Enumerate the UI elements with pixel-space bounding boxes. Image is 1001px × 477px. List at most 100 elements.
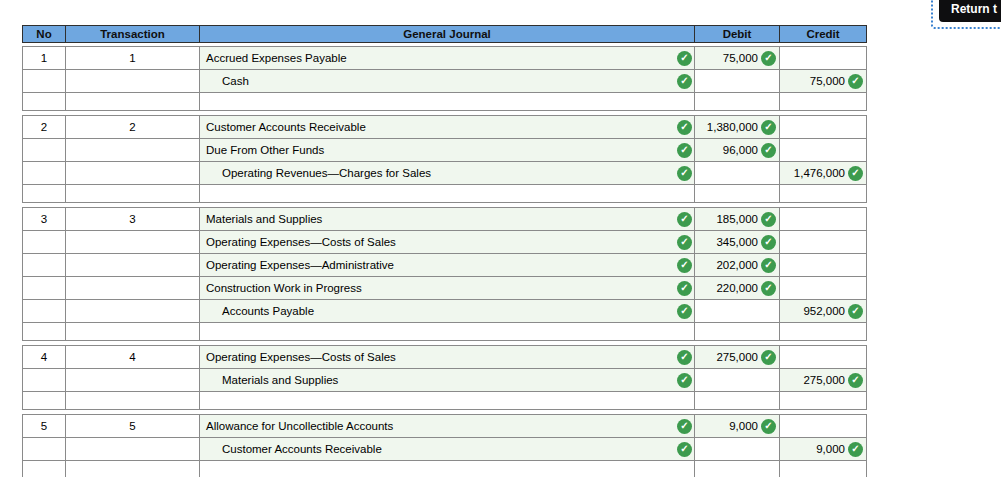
credit-cell — [780, 346, 866, 369]
debit-cell — [695, 438, 780, 461]
check-icon: ✓ — [677, 281, 692, 296]
amount-value: 9,000 — [816, 443, 845, 455]
transaction-cell — [66, 93, 200, 110]
journal-entry-group: 44Operating Expenses—Costs of Sales✓275,… — [22, 345, 867, 410]
no-cell — [23, 93, 66, 110]
amount-value: 275,000 — [803, 374, 845, 386]
no-cell — [23, 438, 66, 461]
spacer-row — [23, 93, 866, 110]
transaction-cell — [66, 185, 200, 202]
journal-row: Operating Expenses—Administrative✓202,00… — [23, 254, 866, 277]
account-cell: Operating Expenses—Administrative✓ — [200, 254, 695, 277]
check-icon: ✓ — [761, 120, 776, 135]
account-cell: Customer Accounts Receivable✓ — [200, 438, 695, 461]
amount-value: 1,380,000 — [707, 121, 758, 133]
amount-value: 345,000 — [716, 236, 758, 248]
debit-cell — [695, 93, 780, 110]
check-icon: ✓ — [761, 419, 776, 434]
spacer-row — [23, 461, 866, 477]
debit-cell — [695, 392, 780, 409]
no-cell — [23, 185, 66, 202]
check-icon: ✓ — [677, 120, 692, 135]
journal-entry-group: 22Customer Accounts Receivable✓1,380,000… — [22, 115, 867, 203]
transaction-cell: 5 — [66, 415, 200, 438]
transaction-cell — [66, 300, 200, 323]
account-cell: Operating Expenses—Costs of Sales ✓ — [200, 346, 695, 369]
journal-row: 22Customer Accounts Receivable✓1,380,000… — [23, 116, 866, 139]
amount-value: 220,000 — [716, 282, 758, 294]
check-icon: ✓ — [677, 258, 692, 273]
check-icon: ✓ — [848, 74, 863, 89]
account-name: Operating Expenses—Costs of Sales — [206, 351, 396, 363]
amount-value: 9,000 — [729, 420, 758, 432]
page: Return t No Transaction General Journal … — [0, 0, 1001, 477]
credit-cell: 1,476,000✓ — [780, 162, 866, 185]
transaction-cell: 1 — [66, 47, 200, 70]
transaction-cell — [66, 461, 200, 477]
account-name: Accounts Payable — [222, 305, 314, 317]
transaction-cell — [66, 70, 200, 93]
check-icon: ✓ — [677, 51, 692, 66]
account-name: Operating Revenues—Charges for Sales — [222, 167, 431, 179]
transaction-cell: 3 — [66, 208, 200, 231]
amount-value: 75,000 — [723, 52, 758, 64]
account-cell — [200, 461, 695, 477]
debit-cell: 75,000✓ — [695, 47, 780, 70]
transaction-cell — [66, 254, 200, 277]
no-cell — [23, 70, 66, 93]
check-icon: ✓ — [761, 212, 776, 227]
credit-cell — [780, 208, 866, 231]
account-cell: Due From Other Funds✓ — [200, 139, 695, 162]
spacer-row — [23, 323, 866, 340]
journal-row: 55Allowance for Uncollectible Accounts✓9… — [23, 415, 866, 438]
journal-entry-group: 33Materials and Supplies✓185,000✓Operati… — [22, 207, 867, 341]
no-cell — [23, 323, 66, 340]
account-name: Cash — [222, 75, 249, 87]
debit-cell — [695, 300, 780, 323]
debit-cell — [695, 162, 780, 185]
no-cell — [23, 139, 66, 162]
account-cell: Accrued Expenses Payable✓ — [200, 47, 695, 70]
journal-row: 11Accrued Expenses Payable✓75,000✓ — [23, 47, 866, 70]
journal-row: Customer Accounts Receivable✓ 9,000✓ — [23, 438, 866, 461]
check-icon: ✓ — [677, 350, 692, 365]
account-cell — [200, 323, 695, 340]
no-cell — [23, 162, 66, 185]
account-name: Materials and Supplies — [222, 374, 338, 386]
account-cell: Materials and Supplies✓ — [200, 208, 695, 231]
column-header-transaction: Transaction — [66, 26, 200, 42]
check-icon: ✓ — [848, 442, 863, 457]
transaction-cell — [66, 323, 200, 340]
credit-cell — [780, 185, 866, 202]
no-cell — [23, 231, 66, 254]
account-cell — [200, 93, 695, 110]
debit-cell: 220,000✓ — [695, 277, 780, 300]
credit-cell: 275,000✓ — [780, 369, 866, 392]
no-cell: 2 — [23, 116, 66, 139]
check-icon: ✓ — [677, 166, 692, 181]
spacer-row — [23, 392, 866, 409]
credit-cell — [780, 231, 866, 254]
debit-cell — [695, 369, 780, 392]
journal-row: Accounts Payable✓952,000✓ — [23, 300, 866, 323]
journal-row: Operating Revenues—Charges for Sales ✓ 1,4… — [23, 162, 866, 185]
credit-cell — [780, 392, 866, 409]
journal-row: Construction Work in Progress ✓220,000✓ — [23, 277, 866, 300]
account-name: Operating Expenses—Costs of Sales — [206, 236, 396, 248]
transaction-cell — [66, 438, 200, 461]
column-header-credit: Credit — [780, 26, 866, 42]
account-cell: Operating Revenues—Charges for Sales ✓ — [200, 162, 695, 185]
check-icon: ✓ — [761, 143, 776, 158]
check-icon: ✓ — [677, 143, 692, 158]
return-button[interactable]: Return t — [939, 0, 1001, 22]
account-name: Materials and Supplies — [206, 213, 322, 225]
no-cell — [23, 254, 66, 277]
transaction-cell — [66, 231, 200, 254]
credit-cell — [780, 277, 866, 300]
account-name: Construction Work in Progress — [206, 282, 362, 294]
debit-cell: 275,000✓ — [695, 346, 780, 369]
no-cell — [23, 369, 66, 392]
amount-value: 96,000 — [723, 144, 758, 156]
debit-cell — [695, 323, 780, 340]
account-name: Customer Accounts Receivable — [222, 443, 382, 455]
